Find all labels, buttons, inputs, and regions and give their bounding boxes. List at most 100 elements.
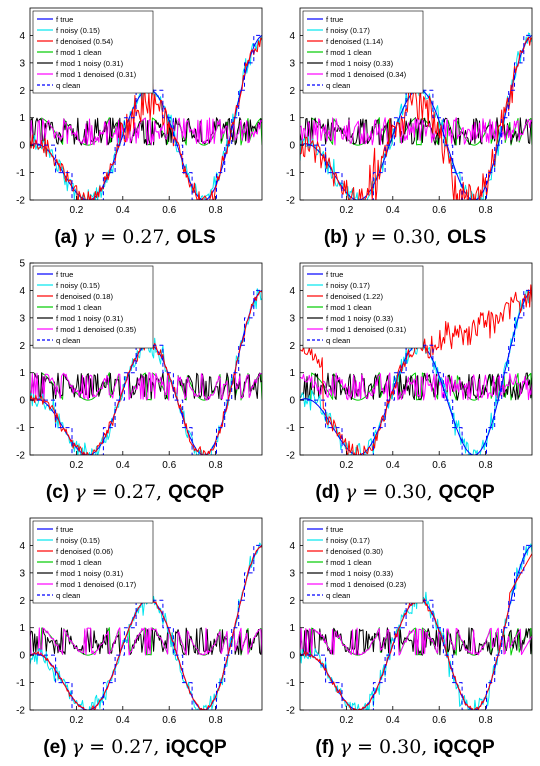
ytick-label-d: 1: [289, 368, 295, 379]
xtick-label-b: 0.2: [339, 205, 353, 216]
ytick-label-a: 0: [19, 141, 25, 152]
ytick-label-e: 4: [19, 541, 25, 552]
legend-c: f true f noisy (0.15) f denoised (0.18) f m…: [32, 265, 154, 349]
ytick-label-e: -2: [16, 706, 25, 717]
ytick-label-f: -1: [286, 678, 295, 689]
series-f-mod-1-denoised-b: [300, 117, 532, 146]
chart-panel-b: -2 -1 0 1 2 3 4 0.2 0.4 0.6 0.8 f true f noisy (0.17…: [270, 0, 540, 255]
chart-svg-f: -2 -1 0 1 2 3 4 0.2 0.4 0.6 0.8 f true f noisy (0.17…: [286, 517, 533, 726]
xtick-label-a: 0.4: [116, 205, 130, 216]
caption-lab-e: (e): [43, 737, 72, 758]
caption-gam-b: γ: [353, 226, 365, 248]
series-f-denoised-a: [30, 37, 262, 200]
ytick-label-b: 2: [289, 86, 295, 97]
caption-lab-f: (f): [315, 737, 340, 758]
legend-f: f true f noisy (0.17) f denoised (0.30) f m…: [302, 520, 424, 604]
xtick-label-c: 0.8: [209, 460, 223, 471]
ytick-label-a: 3: [19, 58, 25, 69]
legend-entry-a: f denoised (0.54): [56, 37, 113, 46]
xtick-label-d: 0.2: [339, 460, 353, 471]
caption-gam-e: γ: [71, 736, 84, 758]
series-f-mod-1-denoised-a: [30, 117, 262, 146]
ytick-label-d: 4: [289, 286, 295, 297]
legend-entry-a: f mod 1 noisy (0.31): [56, 59, 124, 68]
xtick-label-c: 0.2: [69, 460, 83, 471]
legend-a: f true f noisy (0.15) f denoised (0.54) f m…: [32, 10, 154, 94]
legend-entry-b: q clean: [326, 81, 351, 90]
legend-entry-b: f mod 1 clean: [326, 48, 372, 57]
legend-entry-a: f mod 1 denoised (0.31): [56, 70, 137, 79]
ytick-label-b: 0: [289, 141, 295, 152]
legend-entry-c: f denoised (0.18): [56, 292, 113, 301]
ytick-label-f: 1: [289, 623, 295, 634]
legend-entry-d: f denoised (1.22): [326, 292, 383, 301]
xtick-label-b: 0.4: [386, 205, 400, 216]
legend-entry-a: f noisy (0.15): [56, 26, 100, 35]
legend-d: f true f noisy (0.17) f denoised (1.22) f m…: [302, 265, 424, 349]
legend-entry-f: q clean: [326, 591, 351, 600]
caption-meth-e: iQCQP: [165, 737, 227, 758]
caption-lab-c: (c): [45, 482, 75, 503]
chart-panel-d: -2 -1 0 1 2 3 4 0.2 0.4 0.6 0.8 f true f noisy (0.17…: [270, 255, 540, 510]
xtick-label-a: 0.2: [69, 205, 83, 216]
caption-gam-d: γ: [344, 481, 357, 503]
caption-gam-c: γ: [74, 481, 86, 503]
xtick-label-e: 0.2: [69, 715, 83, 726]
caption-f: (f) γ = 0.30, iQCQP: [270, 736, 540, 759]
ytick-label-c: -2: [16, 451, 25, 462]
legend-entry-d: f noisy (0.17): [326, 281, 370, 290]
legend-entry-e: q clean: [56, 591, 81, 600]
series-f-denoised-b: [300, 36, 532, 200]
xtick-label-f: 0.6: [432, 715, 446, 726]
caption-a: (a) γ = 0.27, OLS: [0, 226, 270, 249]
legend-entry-b: f true: [326, 15, 343, 24]
caption-gam-a: γ: [82, 226, 95, 248]
legend-entry-f: f mod 1 clean: [326, 558, 372, 567]
ytick-label-f: 0: [289, 651, 295, 662]
legend-entry-e: f true: [56, 525, 73, 534]
ytick-label-a: -1: [16, 168, 25, 179]
legend-entry-f: f denoised (0.30): [326, 547, 383, 556]
axes-frame-b: [299, 7, 533, 201]
xtick-label-d: 0.4: [386, 460, 400, 471]
caption-num-b: = 0.30,: [364, 226, 448, 248]
xtick-label-e: 0.6: [162, 715, 176, 726]
ytick-label-c: 4: [19, 286, 25, 297]
legend-e: f true f noisy (0.15) f denoised (0.06) f m…: [32, 520, 154, 604]
axes-frame-c: [29, 262, 263, 456]
legend-entry-f: f mod 1 denoised (0.23): [326, 580, 407, 589]
caption-lab-d: (d): [315, 482, 345, 503]
legend-entry-d: q clean: [326, 336, 351, 345]
ytick-label-d: -1: [286, 423, 295, 434]
legend-entry-a: f true: [56, 15, 73, 24]
ytick-label-a: -2: [16, 196, 25, 207]
ytick-label-a: 4: [19, 31, 25, 42]
legend-entry-e: f mod 1 denoised (0.17): [56, 580, 137, 589]
ytick-label-e: 2: [19, 596, 25, 607]
ytick-label-c: 2: [19, 341, 25, 352]
caption-num-d: = 0.30,: [356, 481, 439, 503]
legend-entry-a: f mod 1 clean: [56, 48, 102, 57]
xtick-label-c: 0.4: [116, 460, 130, 471]
ytick-label-f: 2: [289, 596, 295, 607]
ytick-label-d: 3: [289, 313, 295, 324]
axes-frame-f: [299, 517, 533, 711]
axes-frame-d: [299, 262, 533, 456]
ytick-label-c: -1: [16, 423, 25, 434]
ytick-label-b: 1: [289, 113, 295, 124]
xtick-label-e: 0.8: [209, 715, 223, 726]
ytick-label-d: 2: [289, 341, 295, 352]
caption-e: (e) γ = 0.27, iQCQP: [0, 736, 270, 759]
legend-entry-b: f noisy (0.17): [326, 26, 370, 35]
series-f-mod-1-denoised-d: [300, 372, 532, 401]
legend-entry-f: f noisy (0.17): [326, 536, 370, 545]
axes-frame-a: [29, 7, 263, 201]
chart-svg-c: -2 -1 0 1 2 3 4 5 0.2 0.4 0.6 0.8 f true f noisy (0.1…: [16, 259, 263, 471]
ytick-label-a: 2: [19, 86, 25, 97]
legend-entry-d: f mod 1 denoised (0.31): [326, 325, 407, 334]
legend-entry-e: f mod 1 clean: [56, 558, 102, 567]
chart-panel-c: -2 -1 0 1 2 3 4 5 0.2 0.4 0.6 0.8 f true f noisy (0.1…: [0, 255, 270, 510]
legend-entry-d: f mod 1 clean: [326, 303, 372, 312]
caption-c: (c) γ = 0.27, QCQP: [0, 481, 270, 504]
xtick-label-d: 0.6: [432, 460, 446, 471]
